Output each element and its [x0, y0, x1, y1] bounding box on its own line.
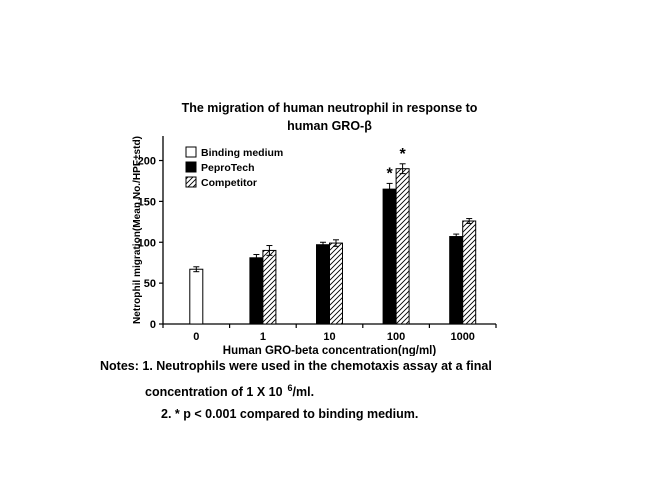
y-axis-label: Netrophil migration(Mean No./HPF±std)	[131, 136, 143, 324]
figure-notes: Notes: 1. Neutrophils were used in the c…	[100, 356, 590, 425]
legend-label: PeproTech	[201, 162, 254, 174]
x-tick-label: 0	[193, 331, 199, 343]
legend-swatch-solid	[185, 161, 197, 173]
bar-peprotech	[382, 188, 397, 325]
significance-star: *	[399, 146, 406, 163]
y-tick-label: 150	[138, 196, 156, 208]
significance-star: *	[386, 165, 393, 182]
note-line-1: Notes: 1. Neutrophils were used in the c…	[100, 359, 492, 373]
y-tick-label: 0	[150, 319, 156, 331]
bar-competitor	[462, 220, 477, 325]
note-line-2-text: concentration of 1 X 10	[145, 385, 283, 400]
x-tick-label: 1	[260, 331, 266, 343]
note-line-3: 2. * p < 0.001 compared to binding mediu…	[161, 407, 419, 422]
x-tick-label: 10	[323, 331, 335, 343]
legend-swatch-open	[185, 146, 197, 158]
x-axis-label: Human GRO-beta concentration(ng/ml)	[223, 345, 437, 356]
bar-competitor	[329, 242, 343, 325]
y-tick-label: 100	[138, 237, 156, 249]
legend-swatch-hatched	[185, 176, 197, 188]
bar-competitor	[395, 168, 410, 325]
legend-label: Competitor	[201, 177, 257, 189]
x-tick-label: 100	[387, 331, 405, 343]
bar-peprotech	[249, 257, 264, 325]
x-tick-label: 1000	[450, 331, 474, 343]
note-superscript: 6	[287, 383, 293, 393]
neutrophil-migration-bar-chart: The migration of human neutrophil in res…	[131, 101, 497, 356]
chart-title-line: The migration of human neutrophil in res…	[182, 101, 478, 115]
bar-peprotech	[316, 244, 330, 325]
bar-peprotech	[449, 236, 464, 325]
bar-binding-medium	[189, 268, 204, 325]
legend-label: Binding medium	[201, 147, 283, 159]
chart-title-line: human GRO-β	[287, 119, 372, 133]
y-tick-label: 50	[144, 278, 156, 290]
note-line-2: concentration of 1 X 10 6/ml.	[145, 378, 590, 403]
y-tick-label: 200	[138, 156, 156, 168]
note-line-2-suffix: /ml.	[292, 385, 315, 400]
bar-competitor	[262, 249, 277, 325]
